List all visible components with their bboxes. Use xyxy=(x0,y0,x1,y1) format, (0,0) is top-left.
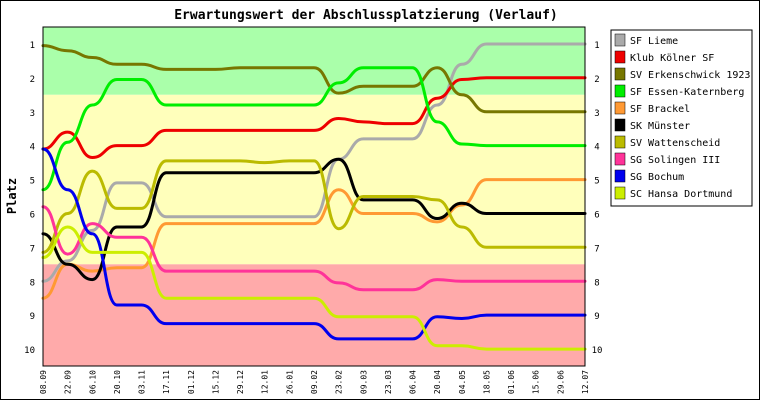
y-tick-right-1: 1 xyxy=(594,41,599,51)
plot-border xyxy=(42,26,586,367)
series-line-1 xyxy=(41,76,587,159)
series-line-9 xyxy=(41,225,587,351)
y-tick-right-10: 10 xyxy=(592,346,603,356)
legend-swatch-9 xyxy=(614,186,626,200)
series-line-2 xyxy=(41,44,587,114)
y-tick-right-2: 2 xyxy=(594,75,599,85)
y-tick-left-9: 9 xyxy=(30,312,35,322)
legend-swatch-0 xyxy=(614,33,626,47)
x-tick-13: 09.03 xyxy=(359,370,368,394)
series-lines xyxy=(41,42,587,351)
legend-label-2: SV Erkenschwick 1923 xyxy=(630,70,750,81)
x-tick-11: 09.02 xyxy=(310,370,319,394)
x-tick-6: 01.12 xyxy=(187,370,196,394)
legend-label-1: Klub Kölner SF xyxy=(630,53,714,64)
y-tick-left-2: 2 xyxy=(30,75,35,85)
y-tick-left-6: 6 xyxy=(30,210,35,220)
x-tick-1: 22.09 xyxy=(64,370,73,394)
y-tick-right-4: 4 xyxy=(594,143,599,153)
y-tick-right-6: 6 xyxy=(594,210,599,220)
y-tick-right-5: 5 xyxy=(594,177,599,187)
x-tick-5: 17.11 xyxy=(162,370,171,394)
series-line-6 xyxy=(41,159,587,254)
x-tick-14: 23.03 xyxy=(384,370,393,394)
y-tick-left-4: 4 xyxy=(30,143,35,153)
x-tick-16: 20.04 xyxy=(433,370,442,394)
chart-title: Erwartungswert der Abschlussplatzierung … xyxy=(174,8,558,23)
x-tick-20: 15.06 xyxy=(532,370,541,394)
legend-swatch-2 xyxy=(614,67,626,81)
legend-swatch-3 xyxy=(614,84,626,98)
y-tick-left-10: 10 xyxy=(24,346,35,356)
x-tick-21: 29.06 xyxy=(556,370,565,394)
band-0 xyxy=(43,27,585,95)
legend-swatch-6 xyxy=(614,135,626,149)
x-tick-4: 03.11 xyxy=(138,370,147,394)
x-tick-3: 20.10 xyxy=(113,370,122,394)
legend-swatch-8 xyxy=(614,169,626,183)
y-tick-left-5: 5 xyxy=(30,177,35,187)
x-tick-22: 12.07 xyxy=(581,370,590,394)
x-tick-12: 23.02 xyxy=(335,370,344,394)
x-tick-7: 15.12 xyxy=(211,370,220,394)
y-tick-right-3: 3 xyxy=(594,109,599,119)
x-tick-17: 04.05 xyxy=(458,370,467,394)
plot-area-border xyxy=(42,26,586,367)
legend-swatch-5 xyxy=(614,118,626,132)
legend-label-9: SC Hansa Dortmund xyxy=(630,189,732,200)
x-tick-8: 29.12 xyxy=(236,370,245,394)
x-tick-18: 18.05 xyxy=(482,370,491,394)
y-tick-labels-left: 1 2 3 4 5 6 7 8 9 10 xyxy=(24,41,35,356)
y-tick-labels-right: 1 2 3 4 5 6 7 8 9 10 xyxy=(592,41,603,356)
y-tick-left-7: 7 xyxy=(30,244,35,254)
legend-label-4: SF Brackel xyxy=(630,104,690,115)
legend-label-3: SF Essen-Katernberg xyxy=(630,87,744,98)
series-line-5 xyxy=(41,157,587,282)
x-tick-0: 08.09 xyxy=(39,370,48,394)
series-line-0 xyxy=(41,42,587,283)
x-tick-9: 12.01 xyxy=(261,370,270,394)
series-line-4 xyxy=(41,178,587,300)
y-tick-right-8: 8 xyxy=(594,278,599,288)
legend-label-8: SG Bochum xyxy=(630,172,684,183)
series-line-7 xyxy=(41,205,587,292)
y-tick-left-1: 1 xyxy=(30,41,35,51)
y-axis-label: Platz xyxy=(5,178,19,214)
legend-box xyxy=(610,29,753,207)
y-tick-left-8: 8 xyxy=(30,278,35,288)
legend-label-5: SK Münster xyxy=(630,121,690,132)
x-tick-2: 06.10 xyxy=(88,370,97,394)
x-tick-19: 01.06 xyxy=(507,370,516,394)
series-line-8 xyxy=(41,147,587,341)
series-line-3 xyxy=(41,66,587,192)
legend-label-7: SG Solingen III xyxy=(630,155,720,166)
legend-swatch-7 xyxy=(614,152,626,166)
y-tick-left-3: 3 xyxy=(30,109,35,119)
x-tick-labels: 08.09 22.09 06.10 20.10 03.11 17.11 01.12 15.12… xyxy=(39,370,590,394)
y-tick-right-7: 7 xyxy=(594,244,599,254)
legend-swatch-4 xyxy=(614,101,626,115)
legend-swatch-1 xyxy=(614,50,626,64)
x-tick-10: 26.01 xyxy=(285,370,294,394)
x-tick-15: 06.04 xyxy=(409,370,418,394)
legend-label-6: SV Wattenscheid xyxy=(630,138,720,149)
legend-label-0: SF Lieme xyxy=(630,36,678,47)
legend: SF Lieme Klub Kölner SF SV Erkenschwick 19… xyxy=(610,29,753,207)
y-tick-right-9: 9 xyxy=(594,312,599,322)
